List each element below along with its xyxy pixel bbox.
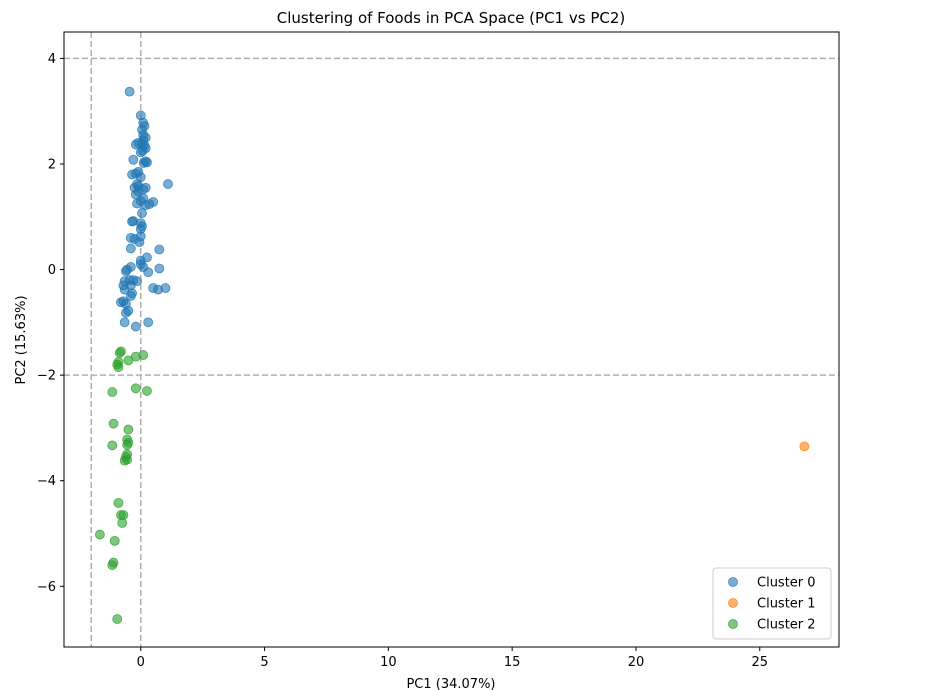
data-point-cluster-0 [143, 267, 154, 278]
legend: Cluster 0 Cluster 1 Cluster 2 [712, 567, 832, 640]
data-point-cluster-2 [117, 518, 128, 528]
data-point-cluster-0 [121, 307, 131, 318]
data-point-cluster-2 [130, 383, 141, 394]
legend-label: Cluster 2 [757, 618, 816, 633]
x-axis-label: PC1 (34.07%) [406, 677, 495, 690]
legend-marker [728, 619, 738, 629]
data-point-cluster-0 [125, 291, 136, 301]
chart-title: Clustering of Foods in PCA Space (PC1 vs… [277, 9, 626, 27]
data-point-cluster-2 [113, 497, 124, 508]
data-point-cluster-0 [143, 317, 154, 328]
y-tick-label: −2 [37, 369, 56, 384]
data-point-cluster-2 [123, 424, 134, 435]
legend-label: Cluster 0 [757, 576, 816, 591]
data-point-cluster-0 [127, 169, 137, 180]
y-tick-label: −6 [37, 580, 56, 595]
data-point-cluster-0 [160, 283, 171, 293]
legend-marker [728, 598, 738, 608]
x-tick-label: 25 [751, 655, 768, 670]
data-points [95, 86, 810, 624]
data-point-cluster-0 [121, 266, 131, 277]
x-tick-label: 10 [380, 655, 397, 670]
data-point-cluster-1 [799, 441, 810, 452]
data-point-cluster-0 [127, 216, 137, 227]
data-point-cluster-2 [123, 355, 134, 366]
data-point-cluster-2 [122, 439, 133, 450]
data-point-cluster-0 [137, 208, 147, 218]
x-tick-label: 15 [504, 655, 521, 670]
data-point-cluster-2 [114, 348, 125, 358]
legend-label: Cluster 1 [757, 597, 816, 612]
data-point-cluster-2 [107, 440, 118, 451]
data-point-cluster-0 [135, 147, 146, 158]
data-point-cluster-0 [130, 321, 141, 332]
data-point-cluster-0 [140, 200, 151, 211]
y-axis-ticks: −6 −4 −2 0 2 4 [37, 52, 64, 595]
data-point-cluster-0 [128, 154, 139, 165]
plot-frame [63, 31, 840, 648]
data-point-cluster-0 [138, 158, 149, 168]
data-point-cluster-0 [134, 237, 145, 248]
legend-box [712, 567, 832, 640]
x-tick-label: 0 [137, 655, 145, 670]
data-point-cluster-2 [108, 418, 119, 429]
data-point-cluster-0 [163, 179, 173, 189]
data-point-cluster-2 [107, 560, 118, 571]
data-point-cluster-0 [125, 243, 136, 254]
y-tick-label: −4 [37, 474, 56, 489]
data-point-cluster-2 [113, 362, 124, 373]
data-point-cluster-0 [130, 139, 141, 150]
x-axis-ticks: 0 5 10 15 20 25 [137, 647, 768, 670]
data-point-cluster-2 [142, 386, 152, 396]
y-tick-label: 4 [48, 52, 56, 67]
x-tick-label: 5 [260, 655, 268, 670]
data-point-cluster-2 [119, 455, 130, 466]
y-tick-label: 2 [48, 157, 56, 172]
y-tick-label: 0 [48, 263, 56, 278]
legend-marker [728, 577, 738, 587]
y-axis-label: PC2 (15.63%) [14, 295, 29, 384]
data-point-cluster-0 [154, 244, 165, 255]
data-point-cluster-2 [116, 510, 126, 520]
data-point-cluster-2 [107, 387, 118, 397]
data-point-cluster-0 [119, 317, 130, 328]
data-point-cluster-2 [95, 529, 105, 540]
data-point-cluster-2 [112, 614, 123, 624]
data-point-cluster-0 [154, 263, 165, 274]
data-point-cluster-0 [132, 198, 142, 209]
x-tick-label: 20 [628, 655, 645, 670]
data-point-cluster-2 [109, 535, 120, 546]
data-point-cluster-0 [124, 86, 135, 97]
